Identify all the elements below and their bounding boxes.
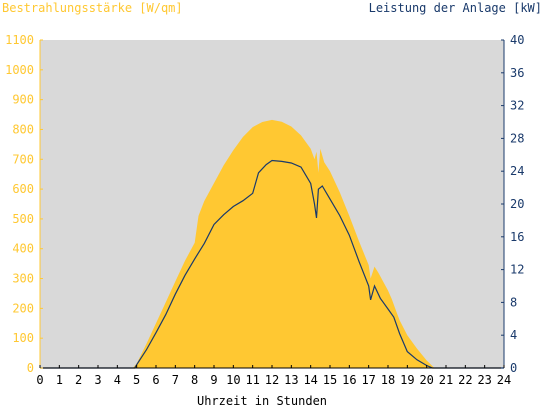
y-left-tick-label: 800 [12, 122, 34, 136]
x-tick-label: 13 [284, 373, 298, 387]
y-right-tick-label: 0 [510, 361, 517, 375]
x-tick-label: 19 [400, 373, 414, 387]
series-layer [40, 119, 504, 369]
x-tick-label: 20 [419, 373, 433, 387]
x-tick-label: 24 [497, 373, 511, 387]
right-axis-title: Leistung der Anlage [kW] [369, 1, 542, 15]
y-right-tick-label: 12 [510, 263, 524, 277]
x-axis-label: Uhrzeit in Stunden [197, 394, 327, 408]
x-tick-label: 22 [458, 373, 472, 387]
power-line [40, 159, 504, 369]
x-tick-label: 9 [210, 373, 217, 387]
y-left-tick-label: 400 [12, 242, 34, 256]
y-left-tick-label: 0 [27, 361, 34, 375]
y-left-tick-label: 700 [12, 152, 34, 166]
x-tick-label: 2 [75, 373, 82, 387]
y-right-tick-label: 36 [510, 66, 524, 80]
x-tick-label: 14 [303, 373, 317, 387]
y-right-tick-label: 40 [510, 33, 524, 47]
x-tick-label: 21 [439, 373, 453, 387]
y-right-tick-label: 8 [510, 295, 517, 309]
y-left-tick-label: 500 [12, 212, 34, 226]
y-left-tick-label: 300 [12, 272, 34, 286]
x-tick-label: 18 [381, 373, 395, 387]
x-tick-label: 3 [94, 373, 101, 387]
irradiance-area [40, 119, 504, 369]
x-tick-label: 7 [172, 373, 179, 387]
x-tick-label: 6 [152, 373, 159, 387]
y-right-tick-label: 32 [510, 99, 524, 113]
x-tick-label: 8 [191, 373, 198, 387]
y-left-tick-label: 200 [12, 301, 34, 315]
y-right-tick-label: 16 [510, 230, 524, 244]
x-tick-label: 23 [477, 373, 491, 387]
x-tick-label: 17 [361, 373, 375, 387]
x-tick-label: 1 [56, 373, 63, 387]
x-tick-label: 16 [342, 373, 356, 387]
y-left-tick-label: 100 [12, 331, 34, 345]
y-left-tick-label: 900 [12, 93, 34, 107]
left-axis-title: Bestrahlungsstärke [W/qm] [2, 1, 183, 15]
x-tick-label: 0 [36, 373, 43, 387]
axes-layer: 0100200300400500600700800900100011000481… [5, 33, 524, 387]
y-left-tick-label: 600 [12, 182, 34, 196]
x-tick-label: 12 [265, 373, 279, 387]
y-left-tick-label: 1100 [5, 33, 34, 47]
y-right-tick-label: 20 [510, 197, 524, 211]
y-right-tick-label: 24 [510, 164, 524, 178]
x-tick-label: 5 [133, 373, 140, 387]
y-right-tick-label: 4 [510, 328, 517, 342]
x-tick-label: 15 [323, 373, 337, 387]
y-left-tick-label: 1000 [5, 63, 34, 77]
y-right-tick-label: 28 [510, 131, 524, 145]
x-tick-label: 4 [114, 373, 121, 387]
x-tick-label: 10 [226, 373, 240, 387]
x-tick-label: 11 [245, 373, 259, 387]
